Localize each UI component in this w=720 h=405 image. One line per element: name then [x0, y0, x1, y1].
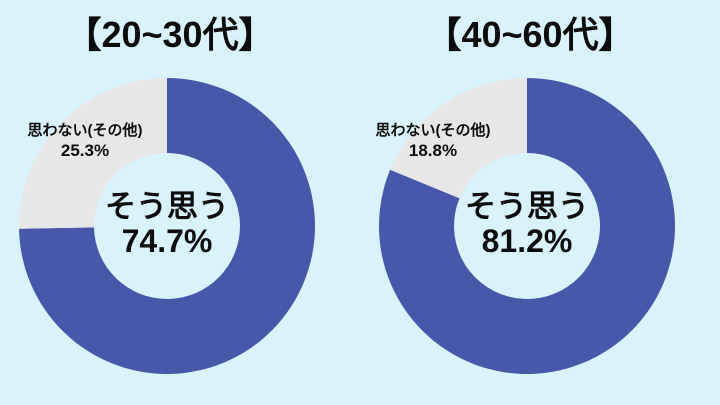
chart-title: 【20~30代】 [65, 14, 275, 55]
chart-20-30s: 【20~30代】 思わない(その他) 25.3% そう思う 74.7% [19, 14, 316, 374]
slice-label-outside: 思わない(その他) 25.3% [20, 121, 150, 161]
slice-label-center-value: 74.7% [121, 223, 213, 259]
slice-label-outside-value: 18.8% [408, 141, 458, 160]
chart-title: 【40~60代】 [425, 14, 635, 55]
slice-label-center: そう思う 74.7% [57, 189, 277, 259]
donut-slice-0 [19, 78, 316, 374]
chart-40-60s: 【40~60代】 思わない(その他) 18.8% そう思う 81.2% [360, 0, 720, 405]
donut-slice-0 [379, 78, 676, 374]
donut-chart [379, 78, 676, 374]
slice-label-outside-value: 25.3% [60, 141, 110, 160]
slice-label-center-name: そう思う [105, 189, 229, 224]
donut-slice-1 [19, 78, 168, 229]
slice-label-center-name: そう思う [465, 189, 589, 224]
donut-chart [19, 78, 316, 374]
donut-slice-1 [390, 78, 527, 199]
slice-label-center-value: 81.2% [481, 223, 573, 259]
slice-label-outside-name: 思わない(その他) [27, 122, 143, 139]
slice-label-outside-name: 思わない(その他) [375, 122, 491, 139]
slice-label-outside: 思わない(その他) 18.8% [368, 121, 498, 161]
slice-label-center: そう思う 81.2% [417, 189, 637, 259]
